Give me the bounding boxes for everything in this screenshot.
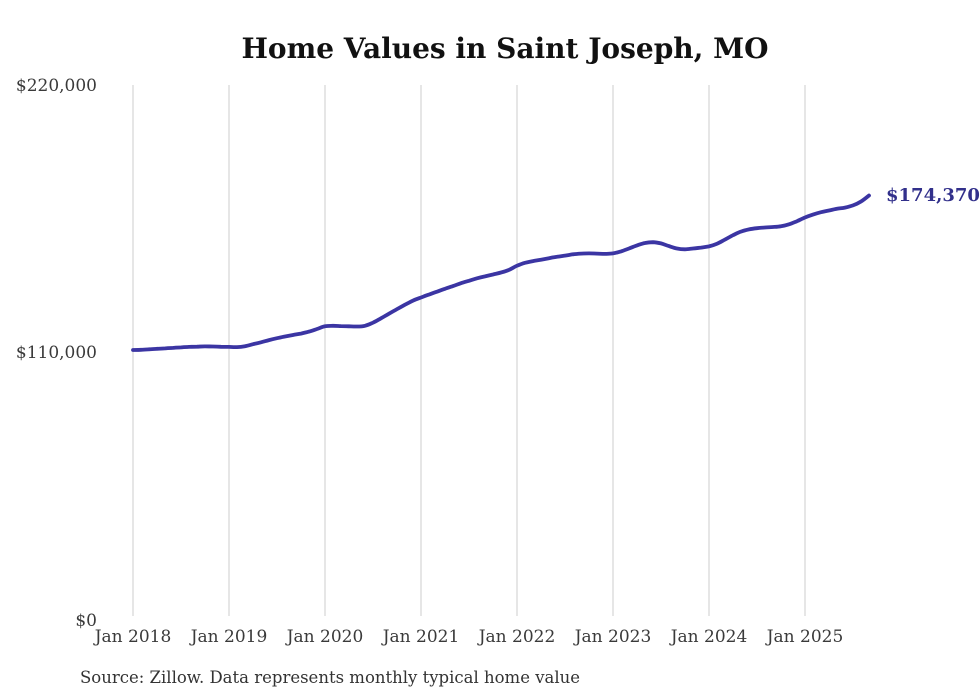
y-tick-label-0: $0 [75, 611, 97, 631]
x-tick-label-jan-2018: Jan 2018 [93, 627, 172, 647]
source-note: Source: Zillow. Data represents monthly … [80, 668, 580, 687]
gridlines [132, 85, 806, 616]
x-tick-label-jan-2019: Jan 2019 [189, 627, 268, 647]
x-tick-label-jan-2020: Jan 2020 [285, 627, 364, 647]
x-tick-label-jan-2023: Jan 2023 [573, 627, 652, 647]
home-value-line [131, 193, 871, 352]
latest-value-label: $174,370 [886, 185, 980, 206]
x-tick-label-jan-2021: Jan 2021 [381, 627, 460, 647]
x-tick-label-jan-2024: Jan 2024 [669, 627, 748, 647]
x-tick-label-jan-2022: Jan 2022 [477, 627, 556, 647]
x-tick-label-jan-2025: Jan 2025 [765, 627, 844, 647]
chart-title: Home Values in Saint Joseph, MO [241, 32, 768, 65]
y-tick-label-220000: $220,000 [16, 76, 97, 96]
x-axis-tick-labels: Jan 2018 Jan 2019 Jan 2020 Jan 2021 Jan 2022… [93, 627, 844, 647]
y-tick-label-110000: $110,000 [16, 343, 97, 363]
